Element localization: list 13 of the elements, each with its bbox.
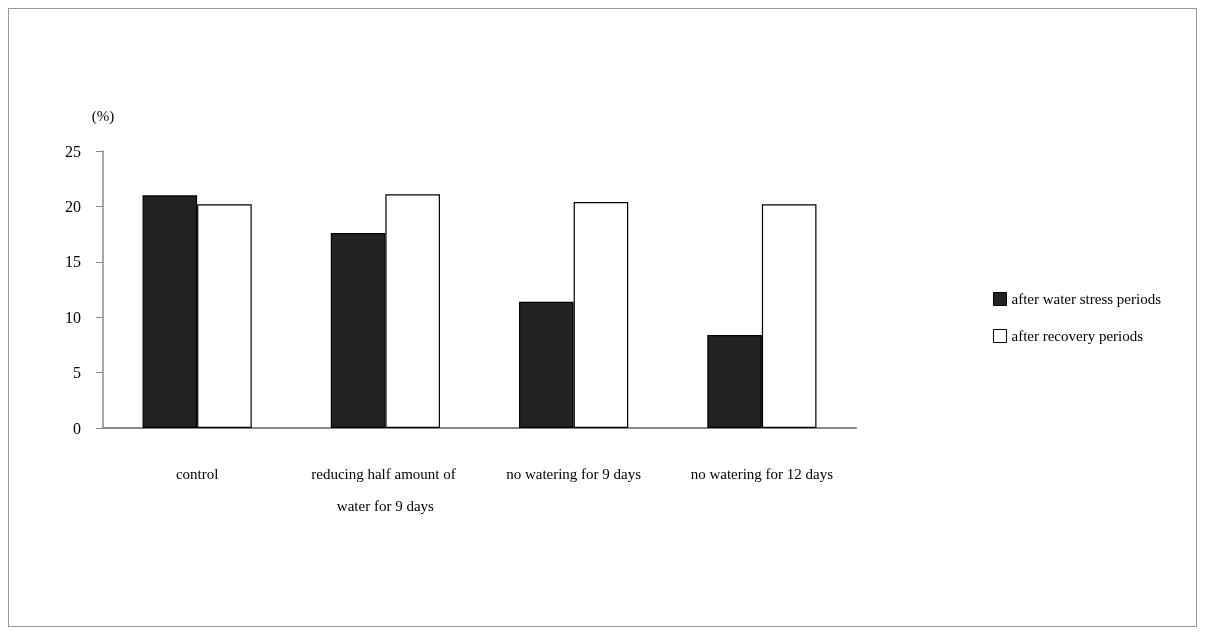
y-tick-label: 5	[73, 364, 81, 382]
y-tick-label: 25	[65, 142, 81, 160]
x-tick-label: control	[175, 466, 219, 482]
y-tick-label: 0	[73, 419, 81, 437]
y-axis-title: (%)	[91, 107, 115, 125]
legend-label: after recovery periods	[1011, 328, 1144, 344]
y-tick-label: 15	[65, 253, 81, 271]
y-tick-label: 20	[65, 197, 81, 215]
x-tick-label: reducing half amount of water for 9 days	[311, 466, 460, 514]
x-tick-label: no watering for 12 days	[690, 466, 834, 482]
y-tick-label: 10	[65, 308, 81, 326]
legend-label: after water stress periods	[1011, 291, 1162, 307]
x-tick-label: no watering for 9 days	[506, 466, 642, 482]
